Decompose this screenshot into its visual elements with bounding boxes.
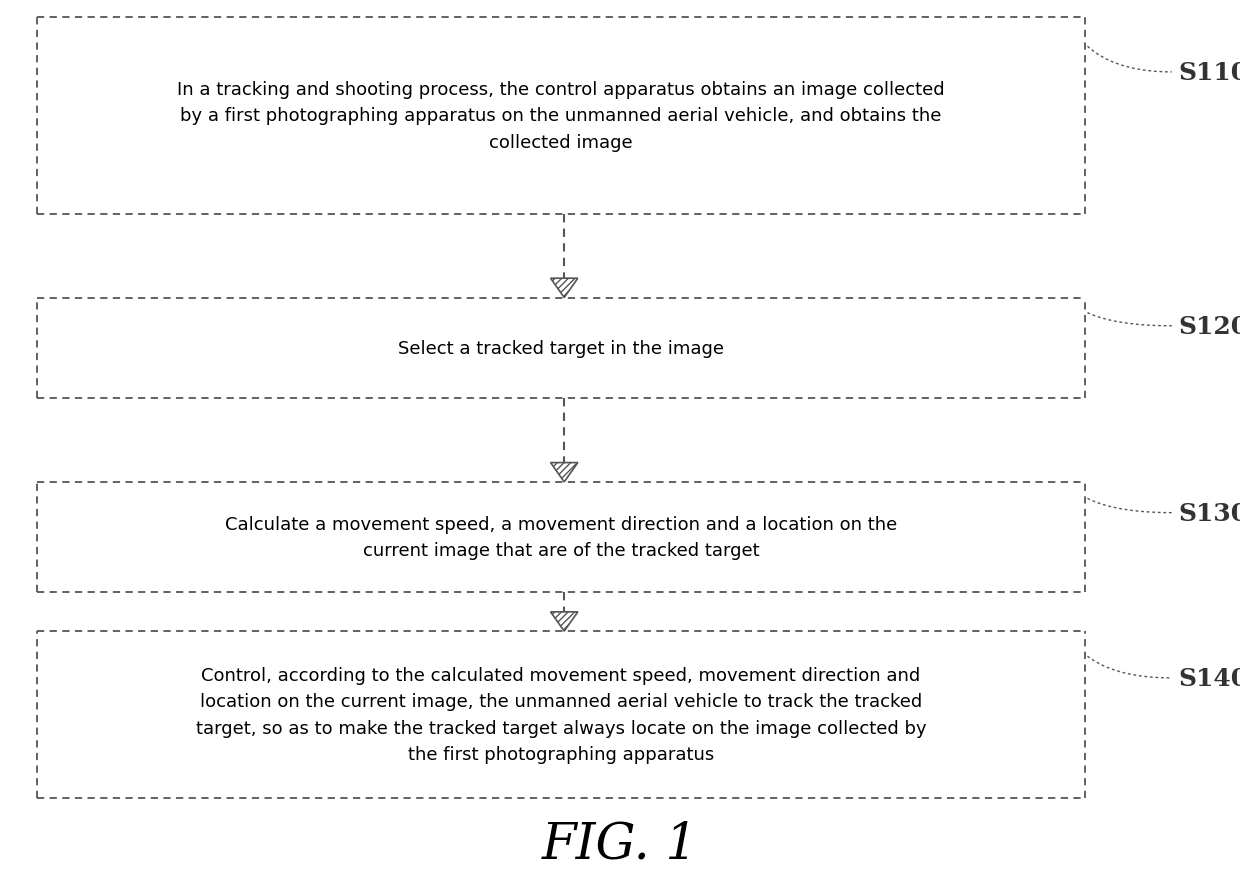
Text: S130: S130 <box>1178 501 1240 525</box>
Bar <box>37 18 1085 215</box>
Text: Calculate a movement speed, a movement direction and a location on the
current i: Calculate a movement speed, a movement d… <box>224 515 898 560</box>
Bar <box>37 298 1085 399</box>
Bar <box>37 482 1085 592</box>
Bar <box>37 631 1085 798</box>
Text: Select a tracked target in the image: Select a tracked target in the image <box>398 339 724 358</box>
Text: FIG. 1: FIG. 1 <box>542 819 698 868</box>
Text: Control, according to the calculated movement speed, movement direction and
loca: Control, according to the calculated mov… <box>196 667 926 763</box>
Text: S110: S110 <box>1178 61 1240 85</box>
Text: S140: S140 <box>1178 667 1240 690</box>
Text: S120: S120 <box>1178 315 1240 339</box>
Text: In a tracking and shooting process, the control apparatus obtains an image colle: In a tracking and shooting process, the … <box>177 81 945 152</box>
